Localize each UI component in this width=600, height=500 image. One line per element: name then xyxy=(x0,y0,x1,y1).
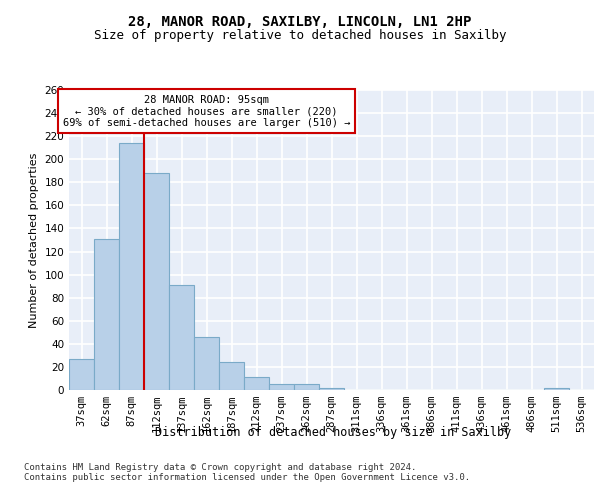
Bar xyxy=(144,173,169,390)
Bar xyxy=(194,337,219,390)
Bar xyxy=(269,384,294,390)
Bar xyxy=(544,388,569,390)
Bar xyxy=(294,384,319,390)
Bar xyxy=(319,388,344,390)
Text: 28, MANOR ROAD, SAXILBY, LINCOLN, LN1 2HP: 28, MANOR ROAD, SAXILBY, LINCOLN, LN1 2H… xyxy=(128,16,472,30)
Bar xyxy=(119,143,144,390)
Y-axis label: Number of detached properties: Number of detached properties xyxy=(29,152,39,328)
Bar xyxy=(69,359,94,390)
Text: Size of property relative to detached houses in Saxilby: Size of property relative to detached ho… xyxy=(94,30,506,43)
Text: 28 MANOR ROAD: 95sqm
← 30% of detached houses are smaller (220)
69% of semi-deta: 28 MANOR ROAD: 95sqm ← 30% of detached h… xyxy=(63,94,350,128)
Text: Contains HM Land Registry data © Crown copyright and database right 2024.
Contai: Contains HM Land Registry data © Crown c… xyxy=(24,463,470,482)
Bar xyxy=(244,378,269,390)
Bar xyxy=(219,362,244,390)
Bar xyxy=(94,239,119,390)
Bar xyxy=(169,285,194,390)
Text: Distribution of detached houses by size in Saxilby: Distribution of detached houses by size … xyxy=(155,426,511,439)
